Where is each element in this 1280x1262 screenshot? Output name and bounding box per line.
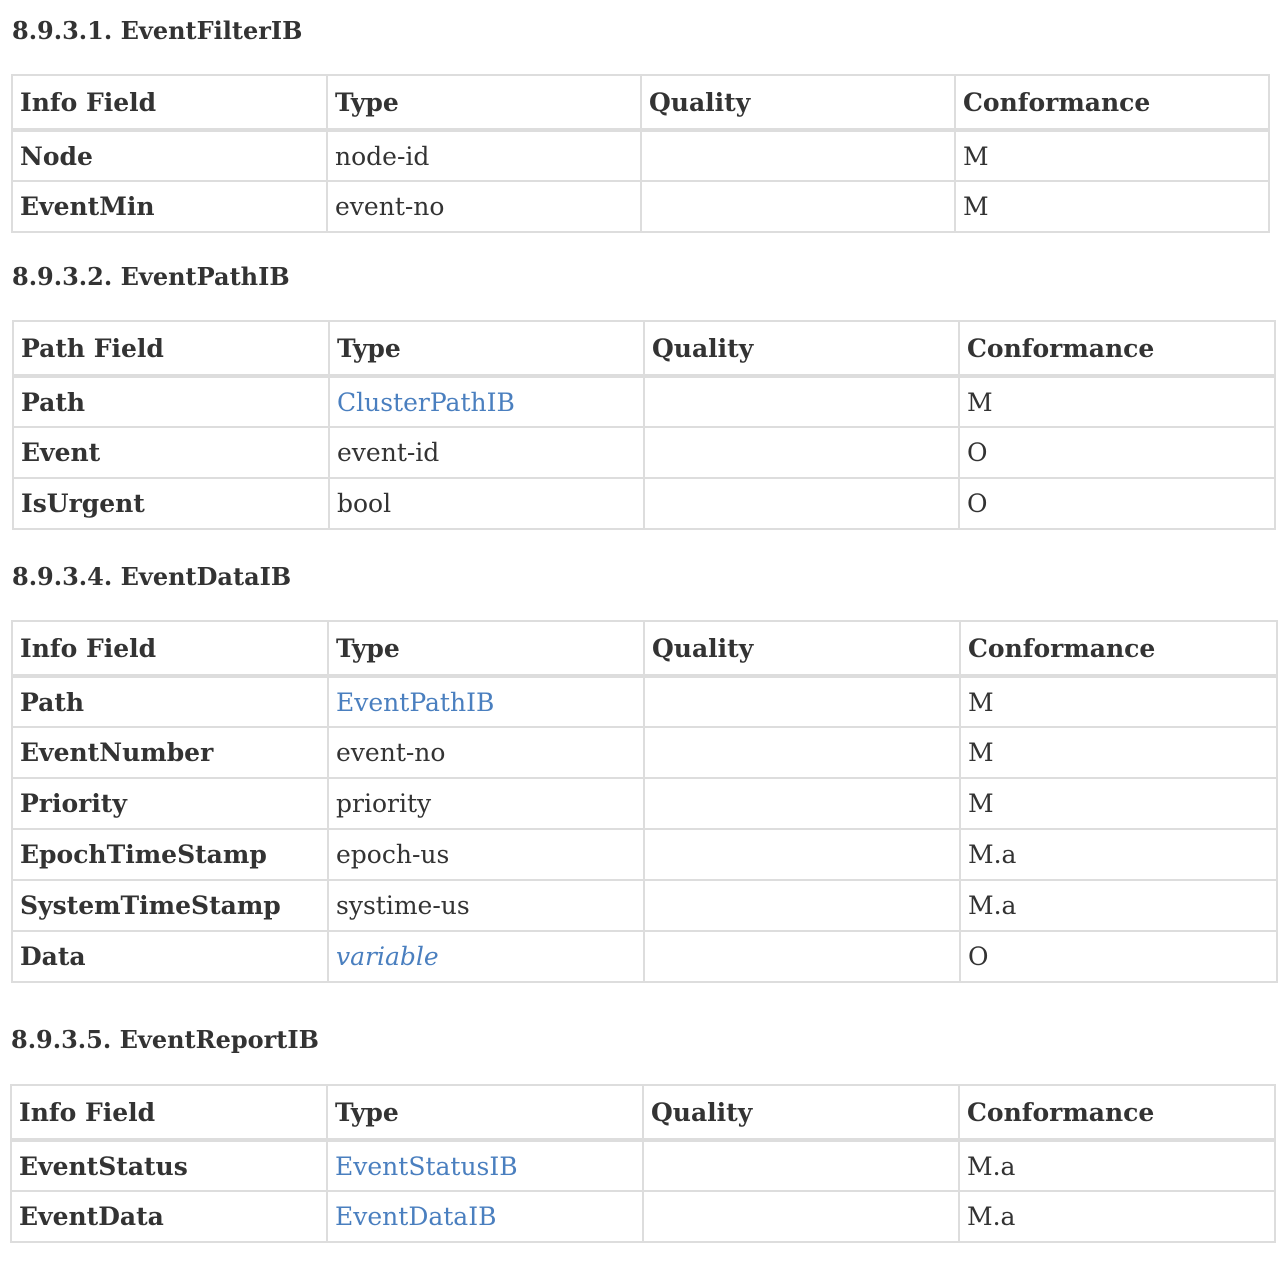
- quality-cell: [643, 828, 961, 881]
- column-header: Quality: [640, 74, 956, 132]
- quality-cell: [643, 426, 960, 479]
- conformance-cell: O: [958, 477, 1276, 530]
- field-cell: Node: [11, 129, 328, 182]
- quality-cell: [643, 375, 960, 428]
- table-header-row: Info Field Type Quality Conformance: [11, 620, 1278, 678]
- column-header: Type: [327, 620, 645, 678]
- conformance-cell: M: [959, 675, 1278, 728]
- quality-cell: [643, 477, 960, 530]
- event-data-ib-table: Info Field Type Quality Conformance Path…: [11, 620, 1278, 983]
- field-cell: Path: [11, 675, 329, 728]
- table-row: IsUrgent bool O: [12, 477, 1276, 530]
- field-cell: Path: [12, 375, 330, 428]
- conformance-cell: M: [958, 375, 1276, 428]
- quality-cell: [643, 675, 961, 728]
- event-path-ib-table: Path Field Type Quality Conformance Path…: [12, 320, 1276, 530]
- column-header: Type: [326, 1084, 644, 1142]
- conformance-cell: O: [959, 930, 1278, 983]
- quality-cell: [643, 879, 961, 932]
- column-header: Info Field: [10, 1084, 328, 1142]
- table-header-row: Path Field Type Quality Conformance: [12, 320, 1276, 378]
- type-cell: node-id: [326, 129, 642, 182]
- type-cell: priority: [327, 777, 645, 830]
- conformance-cell: M.a: [959, 828, 1278, 881]
- type-link[interactable]: ClusterPathIB: [337, 387, 515, 417]
- field-cell: Priority: [11, 777, 329, 830]
- column-header: Info Field: [11, 620, 329, 678]
- type-cell: systime-us: [327, 879, 645, 932]
- table-row: Path EventPathIB M: [11, 675, 1278, 728]
- conformance-cell: M: [959, 777, 1278, 830]
- table-row: EventNumber event-no M: [11, 726, 1278, 779]
- quality-cell: [642, 1139, 960, 1192]
- field-cell: Data: [11, 930, 329, 983]
- table-row: EventData EventDataIB M.a: [10, 1190, 1276, 1243]
- conformance-cell: M.a: [958, 1139, 1276, 1192]
- event-report-ib-table: Info Field Type Quality Conformance Even…: [10, 1084, 1276, 1243]
- field-cell: EventStatus: [10, 1139, 328, 1192]
- section-title: 8.9.3.2. EventPathIB: [12, 262, 290, 291]
- table-row: SystemTimeStamp systime-us M.a: [11, 879, 1278, 932]
- type-cell[interactable]: ClusterPathIB: [328, 375, 645, 428]
- type-cell: event-no: [326, 180, 642, 233]
- type-cell: event-id: [328, 426, 645, 479]
- column-header: Type: [328, 320, 645, 378]
- type-cell[interactable]: EventPathIB: [327, 675, 645, 728]
- quality-cell: [643, 777, 961, 830]
- type-cell[interactable]: EventStatusIB: [326, 1139, 644, 1192]
- section-title: 8.9.3.5. EventReportIB: [11, 1025, 319, 1054]
- conformance-cell: M: [954, 129, 1270, 182]
- column-header: Conformance: [958, 1084, 1276, 1142]
- type-link[interactable]: EventPathIB: [336, 687, 495, 717]
- conformance-cell: O: [958, 426, 1276, 479]
- type-link[interactable]: EventDataIB: [335, 1202, 497, 1231]
- table-row: Path ClusterPathIB M: [12, 375, 1276, 428]
- type-link[interactable]: variable: [336, 942, 439, 971]
- type-cell[interactable]: EventDataIB: [326, 1190, 644, 1243]
- table-row: Node node-id M: [11, 129, 1270, 182]
- table-row: Data variable O: [11, 930, 1278, 983]
- column-header: Conformance: [959, 620, 1278, 678]
- table-header-row: Info Field Type Quality Conformance: [11, 74, 1270, 132]
- table-row: EventStatus EventStatusIB M.a: [10, 1139, 1276, 1192]
- table-row: Event event-id O: [12, 426, 1276, 479]
- field-cell: Event: [12, 426, 330, 479]
- field-cell: EventData: [10, 1190, 328, 1243]
- type-cell: event-no: [327, 726, 645, 779]
- column-header: Conformance: [954, 74, 1270, 132]
- quality-cell: [640, 129, 956, 182]
- type-cell[interactable]: variable: [327, 930, 645, 983]
- field-cell: EventMin: [11, 180, 328, 233]
- conformance-cell: M: [954, 180, 1270, 233]
- field-cell: EventNumber: [11, 726, 329, 779]
- section-title: 8.9.3.1. EventFilterIB: [12, 16, 303, 45]
- column-header: Quality: [642, 1084, 960, 1142]
- type-cell: epoch-us: [327, 828, 645, 881]
- type-link[interactable]: EventStatusIB: [335, 1151, 518, 1181]
- event-filter-ib-table: Info Field Type Quality Conformance Node…: [11, 74, 1270, 233]
- quality-cell: [643, 726, 961, 779]
- table-row: EventMin event-no M: [11, 180, 1270, 233]
- conformance-cell: M.a: [958, 1190, 1276, 1243]
- quality-cell: [643, 930, 961, 983]
- field-cell: EpochTimeStamp: [11, 828, 329, 881]
- table-header-row: Info Field Type Quality Conformance: [10, 1084, 1276, 1142]
- column-header: Conformance: [958, 320, 1276, 378]
- conformance-cell: M.a: [959, 879, 1278, 932]
- column-header: Type: [326, 74, 642, 132]
- conformance-cell: M: [959, 726, 1278, 779]
- column-header: Quality: [643, 320, 960, 378]
- table-row: Priority priority M: [11, 777, 1278, 830]
- column-header: Path Field: [12, 320, 330, 378]
- field-cell: SystemTimeStamp: [11, 879, 329, 932]
- field-cell: IsUrgent: [12, 477, 330, 530]
- table-row: EpochTimeStamp epoch-us M.a: [11, 828, 1278, 881]
- type-cell: bool: [328, 477, 645, 530]
- column-header: Info Field: [11, 74, 328, 132]
- section-title: 8.9.3.4. EventDataIB: [12, 562, 292, 591]
- column-header: Quality: [643, 620, 961, 678]
- quality-cell: [642, 1190, 960, 1243]
- quality-cell: [640, 180, 956, 233]
